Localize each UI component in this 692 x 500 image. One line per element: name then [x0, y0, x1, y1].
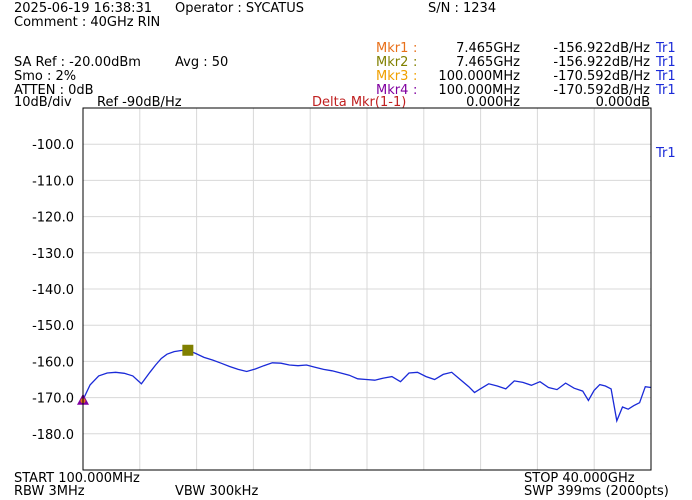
marker-1-value: -156.922dB/Hz [553, 41, 650, 56]
y-tick-label: -150.0 [32, 319, 74, 334]
serial-number: S/N : 1234 [428, 1, 497, 16]
trace-label: Tr1 [656, 146, 676, 161]
start-frequency: START 100.000MHz [14, 471, 140, 486]
marker-2-trace: Tr1 [656, 55, 676, 70]
delta-marker-label: Delta Mkr(1-1) [312, 95, 407, 110]
scale-per-div: 10dB/div [14, 95, 72, 110]
marker-1-freq: 7.465GHz [456, 41, 520, 56]
comment: Comment : 40GHz RIN [14, 15, 161, 30]
marker-2-sep: : [413, 55, 418, 70]
delta-marker-freq: 0.000Hz [466, 95, 520, 110]
marker-3-freq: 100.000MHz [438, 69, 520, 84]
reference-level: Ref -90dB/Hz [97, 95, 182, 110]
marker-2-freq: 7.465GHz [456, 55, 520, 70]
smoothing: Smo : 2% [14, 69, 77, 84]
marker-2-value: -156.922dB/Hz [553, 55, 650, 70]
marker-1-trace: Tr1 [656, 41, 676, 56]
sa-ref: SA Ref : -20.00dBm [14, 55, 141, 70]
marker-4-value: -170.592dB/Hz [553, 83, 650, 98]
operator: Operator : SYCATUS [175, 1, 304, 16]
marker-4-sep: : [413, 83, 418, 98]
stop-frequency: STOP 40.000GHz [524, 471, 635, 486]
avg: Avg : 50 [175, 55, 229, 70]
marker-square-icon [182, 344, 194, 356]
marker-4-label: Mkr4 [376, 83, 409, 98]
datetime: 2025-06-19 16:38:31 [14, 1, 153, 16]
y-tick-label: -100.0 [32, 138, 74, 153]
y-tick-label: -160.0 [32, 355, 74, 370]
marker-1-label: Mkr1 [376, 41, 409, 56]
trace-tr1-line [82, 349, 652, 424]
y-tick-label: -110.0 [32, 174, 74, 189]
y-tick-label: -120.0 [32, 211, 74, 226]
plot-frame [82, 107, 652, 471]
y-tick-label: -130.0 [32, 247, 74, 262]
y-tick-label: -170.0 [32, 392, 74, 407]
marker-3-sep: : [413, 69, 418, 84]
marker-3-label: Mkr3 [376, 69, 409, 84]
marker-3-trace: Tr1 [656, 69, 676, 84]
vbw: VBW 300kHz [175, 484, 259, 499]
rbw: RBW 3MHz [14, 484, 85, 499]
marker-1-sep: : [413, 41, 418, 56]
attenuation: ATTEN : 0dB [14, 83, 94, 98]
chart-markers [77, 344, 194, 405]
y-tick-labels: -100.0 -110.0 -120.0 -130.0 -140.0 -150.0 -160… [32, 138, 74, 443]
marker-2-label: Mkr2 [376, 55, 409, 70]
y-tick-label: -180.0 [32, 428, 74, 443]
sweep-time: SWP 399ms (2000pts) [524, 484, 669, 499]
chart-grid [83, 108, 651, 470]
y-tick-label: -140.0 [32, 283, 74, 298]
delta-marker-value: 0.000dB [595, 95, 650, 110]
marker-4-trace: Tr1 [656, 83, 676, 98]
marker-4-freq: 100.000MHz [438, 83, 520, 98]
marker-3-value: -170.592dB/Hz [553, 69, 650, 84]
